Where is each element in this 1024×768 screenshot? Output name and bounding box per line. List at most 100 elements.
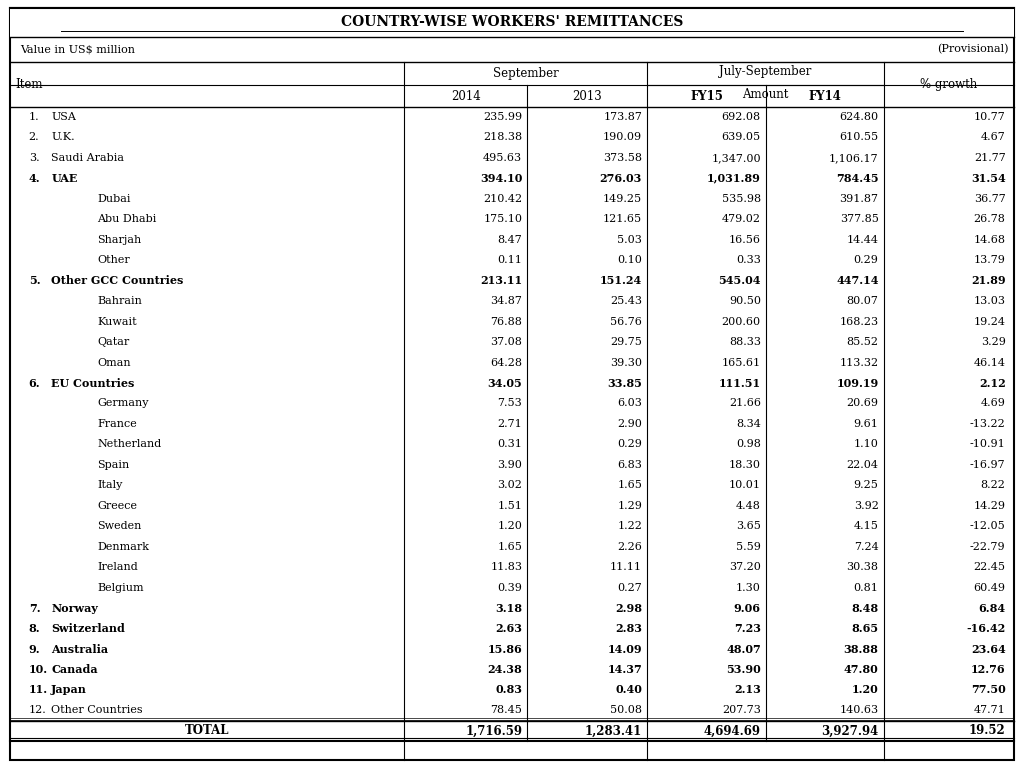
Text: 200.60: 200.60 (722, 316, 761, 326)
Text: -16.42: -16.42 (967, 623, 1006, 634)
Bar (10, 8, 1014, 37)
Text: 4.48: 4.48 (736, 501, 761, 511)
Text: 1.20: 1.20 (852, 684, 879, 696)
Text: 6.03: 6.03 (617, 399, 642, 409)
Text: 10.01: 10.01 (729, 480, 761, 490)
Text: 29.75: 29.75 (610, 337, 642, 347)
Text: 0.11: 0.11 (498, 255, 522, 265)
Text: 1.51: 1.51 (498, 501, 522, 511)
Text: 0.33: 0.33 (736, 255, 761, 265)
Text: 34.87: 34.87 (490, 296, 522, 306)
Text: 26.78: 26.78 (974, 214, 1006, 224)
Text: 639.05: 639.05 (722, 132, 761, 142)
Text: USA: USA (51, 112, 76, 122)
Text: Ireland: Ireland (97, 562, 138, 572)
Text: % growth: % growth (921, 78, 977, 91)
Text: Australia: Australia (51, 644, 109, 654)
Text: Qatar: Qatar (97, 337, 129, 347)
Text: 47.80: 47.80 (844, 664, 879, 675)
Text: 175.10: 175.10 (483, 214, 522, 224)
Text: 14.37: 14.37 (607, 664, 642, 675)
Text: 1,283.41: 1,283.41 (585, 724, 642, 737)
Text: -13.22: -13.22 (970, 419, 1006, 429)
Text: 8.47: 8.47 (498, 235, 522, 245)
Text: 2.90: 2.90 (617, 419, 642, 429)
Text: 11.11: 11.11 (610, 562, 642, 572)
Text: 7.53: 7.53 (498, 399, 522, 409)
Text: 1,347.00: 1,347.00 (712, 153, 761, 163)
Text: 2.83: 2.83 (615, 623, 642, 634)
Text: 545.04: 545.04 (718, 275, 761, 286)
Text: 373.58: 373.58 (603, 153, 642, 163)
Text: 377.85: 377.85 (840, 214, 879, 224)
Text: 535.98: 535.98 (722, 194, 761, 204)
Text: 140.63: 140.63 (840, 706, 879, 716)
Text: 207.73: 207.73 (722, 706, 761, 716)
Text: 12.76: 12.76 (971, 664, 1006, 675)
Text: 88.33: 88.33 (729, 337, 761, 347)
Text: 109.19: 109.19 (837, 378, 879, 389)
Text: Bahrain: Bahrain (97, 296, 142, 306)
Text: 1.29: 1.29 (617, 501, 642, 511)
Text: Saudi Arabia: Saudi Arabia (51, 153, 124, 163)
Text: 53.90: 53.90 (726, 664, 761, 675)
Text: 34.05: 34.05 (487, 378, 522, 389)
Text: 85.52: 85.52 (847, 337, 879, 347)
Text: 48.07: 48.07 (726, 644, 761, 654)
Text: 8.34: 8.34 (736, 419, 761, 429)
Text: 19.24: 19.24 (974, 316, 1006, 326)
Text: 11.: 11. (29, 684, 48, 696)
Text: Dubai: Dubai (97, 194, 131, 204)
Text: Japan: Japan (51, 684, 87, 696)
Text: 447.14: 447.14 (836, 275, 879, 286)
Text: 190.09: 190.09 (603, 132, 642, 142)
Text: 0.81: 0.81 (854, 583, 879, 593)
Text: 1.10: 1.10 (854, 439, 879, 449)
Text: 23.64: 23.64 (971, 644, 1006, 654)
Text: 5.59: 5.59 (736, 541, 761, 551)
Text: 31.54: 31.54 (971, 173, 1006, 184)
Text: 15.86: 15.86 (487, 644, 522, 654)
Text: 20.69: 20.69 (847, 399, 879, 409)
Text: 218.38: 218.38 (483, 132, 522, 142)
Text: 2.63: 2.63 (496, 623, 522, 634)
Text: 22.04: 22.04 (847, 460, 879, 470)
Text: 0.39: 0.39 (498, 583, 522, 593)
Text: FY14: FY14 (808, 90, 842, 102)
Text: 149.25: 149.25 (603, 194, 642, 204)
Text: UAE: UAE (51, 173, 78, 184)
Text: Switzerland: Switzerland (51, 623, 125, 634)
Text: 4.67: 4.67 (981, 132, 1006, 142)
Text: 60.49: 60.49 (974, 583, 1006, 593)
Text: 18.30: 18.30 (729, 460, 761, 470)
Text: 13.03: 13.03 (974, 296, 1006, 306)
Text: Germany: Germany (97, 399, 148, 409)
Text: 47.71: 47.71 (974, 706, 1006, 716)
Text: 391.87: 391.87 (840, 194, 879, 204)
Text: 165.61: 165.61 (722, 358, 761, 368)
Text: 80.07: 80.07 (847, 296, 879, 306)
Text: 6.83: 6.83 (617, 460, 642, 470)
Text: 0.29: 0.29 (617, 439, 642, 449)
Text: 1.20: 1.20 (498, 521, 522, 531)
Text: France: France (97, 419, 137, 429)
Text: 235.99: 235.99 (483, 112, 522, 122)
Text: 276.03: 276.03 (600, 173, 642, 184)
Text: 4,694.69: 4,694.69 (703, 724, 761, 737)
Text: 3.02: 3.02 (498, 480, 522, 490)
Text: 8.48: 8.48 (852, 603, 879, 614)
Text: 9.25: 9.25 (854, 480, 879, 490)
Text: 2.26: 2.26 (617, 541, 642, 551)
Text: 7.: 7. (29, 603, 40, 614)
Text: Amount: Amount (742, 88, 788, 101)
Text: 24.38: 24.38 (487, 664, 522, 675)
Text: 21.66: 21.66 (729, 399, 761, 409)
Text: 8.: 8. (29, 623, 40, 634)
Text: 56.76: 56.76 (610, 316, 642, 326)
Text: 624.80: 624.80 (840, 112, 879, 122)
Text: 25.43: 25.43 (610, 296, 642, 306)
Text: 22.45: 22.45 (974, 562, 1006, 572)
Text: 7.24: 7.24 (854, 541, 879, 551)
Text: (Provisional): (Provisional) (937, 45, 1009, 55)
Text: 2013: 2013 (572, 90, 602, 102)
